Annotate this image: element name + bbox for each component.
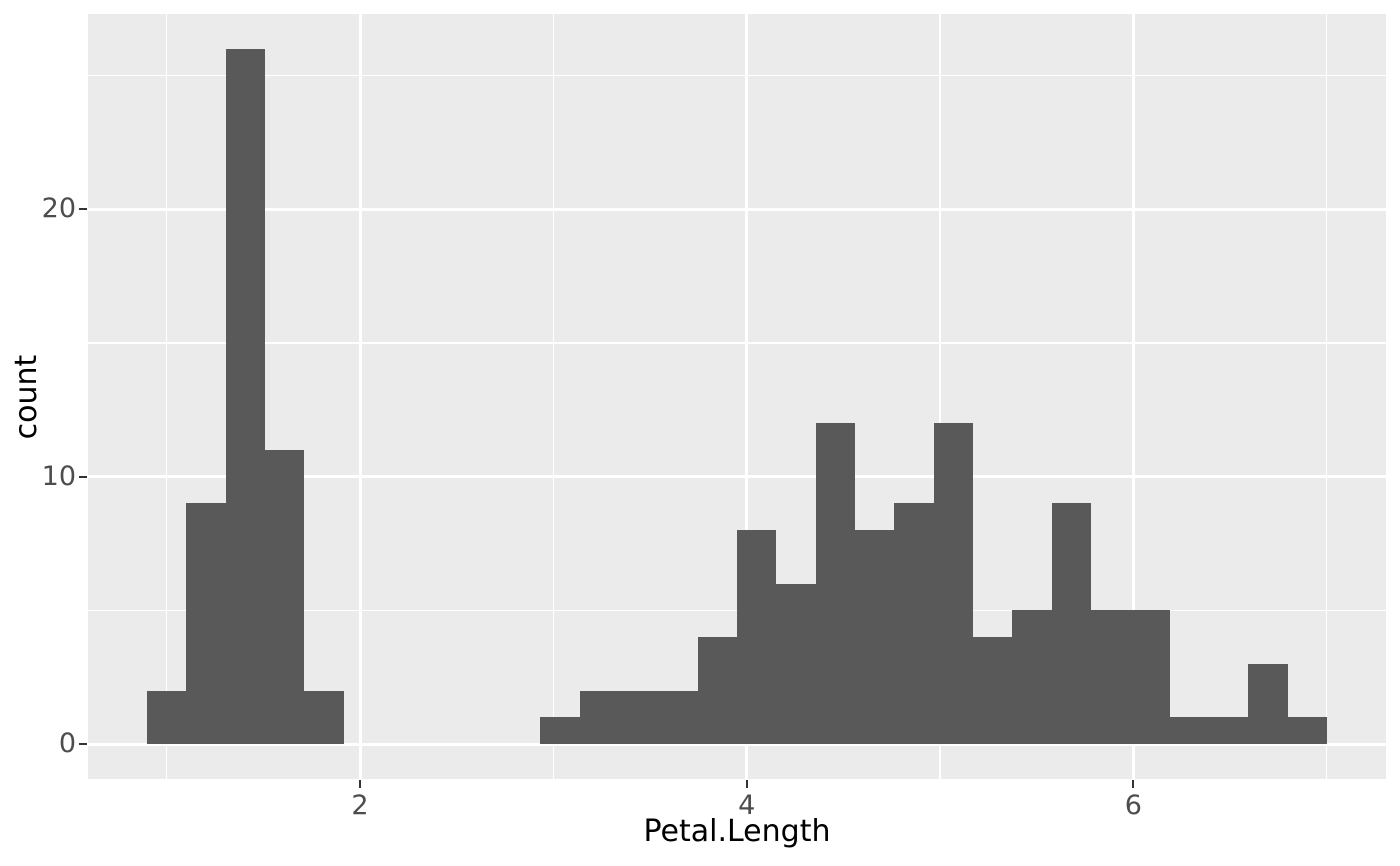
x-axis-title: Petal.Length <box>643 814 831 849</box>
y-axis-tick <box>79 475 87 478</box>
y-tick-label: 20 <box>41 193 76 225</box>
minor-gridline-y <box>88 342 1386 344</box>
histogram-bar <box>972 637 1013 745</box>
histogram-bar <box>1130 610 1170 745</box>
histogram-bar <box>619 690 659 745</box>
minor-gridline-x <box>1325 14 1328 779</box>
histogram-bar <box>540 717 580 745</box>
histogram-bar <box>1090 610 1131 745</box>
major-gridline-x <box>1131 14 1135 779</box>
y-axis-title: count <box>9 354 44 439</box>
histogram-bar <box>658 690 698 745</box>
histogram-bar <box>1287 717 1327 745</box>
x-tick-label: 2 <box>351 790 369 821</box>
y-axis-tick <box>79 743 87 746</box>
minor-gridline-x <box>552 14 555 779</box>
histogram-bar <box>1051 503 1091 745</box>
y-axis-tick <box>79 208 87 211</box>
plot-panel <box>88 14 1386 779</box>
major-gridline-y <box>88 207 1386 211</box>
histogram-bar <box>697 637 737 745</box>
y-tick-label: 0 <box>58 728 76 760</box>
major-gridline-y <box>88 742 1386 746</box>
histogram-bar <box>933 423 973 745</box>
histogram-bar <box>1169 717 1209 745</box>
minor-gridline-x <box>939 14 941 779</box>
x-tick-label: 4 <box>738 790 756 821</box>
x-axis-tick <box>1132 780 1135 788</box>
histogram-bar <box>855 530 895 745</box>
histogram-bar <box>1208 717 1249 745</box>
histogram-bar <box>815 423 855 745</box>
x-axis-tick <box>358 780 362 788</box>
x-axis-tick <box>745 780 748 788</box>
histogram-bar <box>186 503 226 745</box>
histogram-bar <box>1248 663 1288 745</box>
histogram-bar <box>265 449 305 745</box>
major-gridline-x <box>358 14 362 779</box>
histogram-bar <box>225 48 265 745</box>
minor-gridline-x <box>165 14 168 779</box>
histogram-bar <box>304 690 344 745</box>
histogram-bar <box>579 690 619 745</box>
major-gridline-x <box>745 14 749 779</box>
histogram-bar <box>776 583 816 745</box>
histogram-bar <box>1012 610 1052 745</box>
major-gridline-y <box>88 475 1386 479</box>
histogram-bar <box>147 690 187 745</box>
y-tick-label: 10 <box>41 460 76 492</box>
histogram-bar <box>894 503 934 745</box>
x-tick-label: 6 <box>1124 790 1142 821</box>
histogram-bar <box>737 530 777 745</box>
minor-gridline-y <box>88 74 1386 77</box>
